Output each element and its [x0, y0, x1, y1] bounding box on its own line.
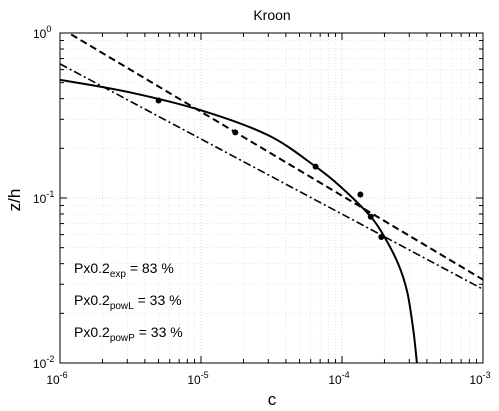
- data-point: [357, 191, 364, 198]
- x-tick-label: 10-4: [328, 370, 349, 387]
- chart-title: Kroon: [253, 7, 290, 23]
- annotation-fit-score: Px0.2exp = 83 %: [74, 260, 174, 280]
- x-tick-labels: 10-6 10-5 10-4 10-3: [46, 370, 490, 387]
- solid-fit-line: [60, 78, 418, 363]
- x-tick-label: 10-6: [46, 370, 67, 387]
- y-axis-label: z/h: [5, 189, 24, 212]
- annotations: Px0.2exp = 83 % Px0.2powL = 33 % Px0.2powP…: [74, 260, 183, 344]
- y-tick-label: 100: [33, 24, 51, 41]
- grid: [60, 33, 483, 363]
- annotation-fit-score: Px0.2powL = 33 %: [74, 292, 182, 312]
- series-layer: [60, 33, 483, 363]
- y-tick-label: 10-2: [33, 354, 54, 371]
- data-point: [378, 234, 385, 241]
- y-tick-labels: 10-2 10-1 100: [33, 24, 54, 371]
- data-points: [155, 97, 385, 241]
- axis-ticks: [59, 32, 484, 364]
- data-point: [232, 129, 239, 136]
- data-point: [367, 213, 374, 220]
- annotation-fit-score: Px0.2powP = 33 %: [74, 324, 183, 344]
- data-point: [155, 97, 162, 104]
- data-point: [312, 163, 319, 170]
- x-tick-label: 10-5: [187, 370, 208, 387]
- x-axis-label: c: [268, 390, 277, 409]
- y-tick-label: 10-1: [33, 189, 54, 206]
- x-tick-label: 10-3: [469, 370, 490, 387]
- dashed-fit-line: [70, 33, 483, 281]
